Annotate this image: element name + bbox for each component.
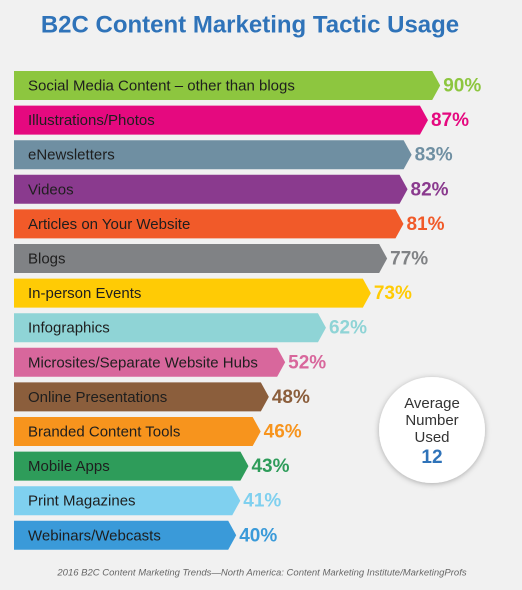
bar — [14, 347, 286, 377]
bar — [14, 451, 249, 481]
bar — [14, 486, 241, 516]
bar — [14, 174, 408, 204]
value-label: 77% — [390, 249, 428, 270]
category-label: Illustrations/Photos — [28, 112, 155, 129]
category-label: Infographics — [28, 320, 110, 337]
source-note: 2016 B2C Content Marketing Trends—North … — [56, 568, 466, 579]
average-value: 12 — [421, 447, 442, 468]
category-label: Mobile Apps — [28, 458, 110, 475]
value-label: 87% — [431, 110, 469, 131]
bar — [14, 313, 326, 343]
bar — [14, 105, 428, 135]
bar — [14, 140, 412, 170]
bar — [14, 417, 261, 446]
value-label: 46% — [264, 422, 302, 443]
category-label: eNewsletters — [28, 147, 115, 164]
bar — [14, 71, 441, 100]
bar — [14, 520, 237, 550]
value-label: 62% — [329, 318, 367, 339]
value-label: 43% — [251, 456, 289, 477]
average-label: Average — [404, 395, 460, 412]
category-label: Social Media Content – other than blogs — [28, 77, 295, 94]
category-label: Online Presentations — [28, 389, 167, 406]
value-label: 40% — [239, 525, 277, 546]
bar — [14, 209, 404, 239]
value-label: 73% — [374, 283, 412, 304]
value-label: 90% — [443, 76, 481, 97]
value-label: 52% — [288, 352, 326, 373]
category-label: Articles on Your Website — [28, 216, 190, 233]
category-label: Blogs — [28, 250, 66, 267]
average-label: Used — [414, 429, 449, 446]
category-label: Videos — [28, 181, 74, 198]
value-label: 82% — [411, 179, 449, 200]
chart-title: B2C Content Marketing Tactic Usage — [41, 11, 459, 38]
category-label: Microsites/Separate Website Hubs — [28, 354, 258, 371]
category-label: In-person Events — [28, 285, 141, 302]
bar — [14, 382, 269, 412]
value-label: 83% — [415, 145, 453, 166]
category-label: Print Magazines — [28, 493, 136, 510]
category-label: Branded Content Tools — [28, 423, 180, 440]
category-label: Webinars/Webcasts — [28, 527, 161, 544]
average-label: Number — [405, 412, 458, 429]
average-circle — [379, 377, 485, 483]
bar — [14, 278, 371, 308]
value-label: 81% — [406, 214, 444, 235]
bar — [14, 244, 388, 273]
value-label: 48% — [272, 387, 310, 408]
value-label: 41% — [243, 491, 281, 512]
